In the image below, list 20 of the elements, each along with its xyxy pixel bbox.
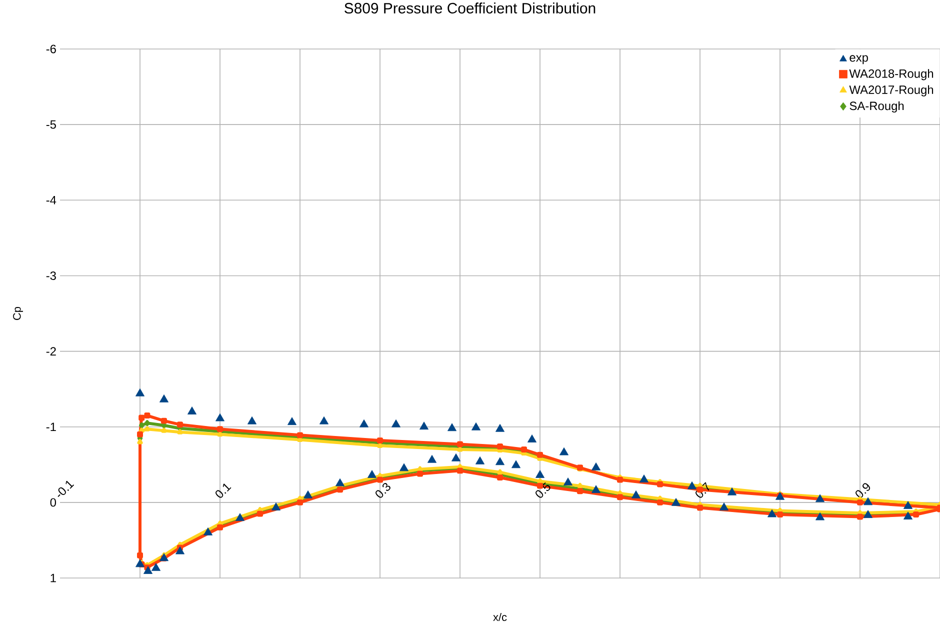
legend-label: exp	[850, 55, 868, 64]
legend-label: WA2018-Rough	[849, 69, 934, 80]
y-axis-title: Cp	[13, 306, 23, 320]
legend-label: SA-Rough	[850, 101, 904, 112]
x-tick-label: -0.1	[58, 480, 74, 497]
y-tick-label: -5	[46, 120, 56, 129]
y-tick-label: -4	[46, 196, 56, 204]
y-tick-label: -3	[46, 271, 56, 280]
y-tick-label: 0	[50, 498, 56, 507]
y-tick-label: -2	[46, 347, 56, 356]
x-tick-label: 0.1	[216, 484, 232, 498]
x-tick-label: 0.3	[376, 483, 390, 498]
y-tick-label: -1	[46, 422, 56, 431]
legend-label: WA2017-Rough	[849, 85, 934, 96]
y-tick-label: -6	[46, 44, 56, 54]
x-axis-title: x/c	[493, 612, 507, 622]
x-tick-label: 0.9	[856, 483, 870, 498]
chart-title: S809 Pressure Coefficient Distribution	[344, 2, 596, 14]
x-tick-label: 0.5	[536, 482, 550, 498]
y-tick-label: 1	[50, 574, 56, 582]
